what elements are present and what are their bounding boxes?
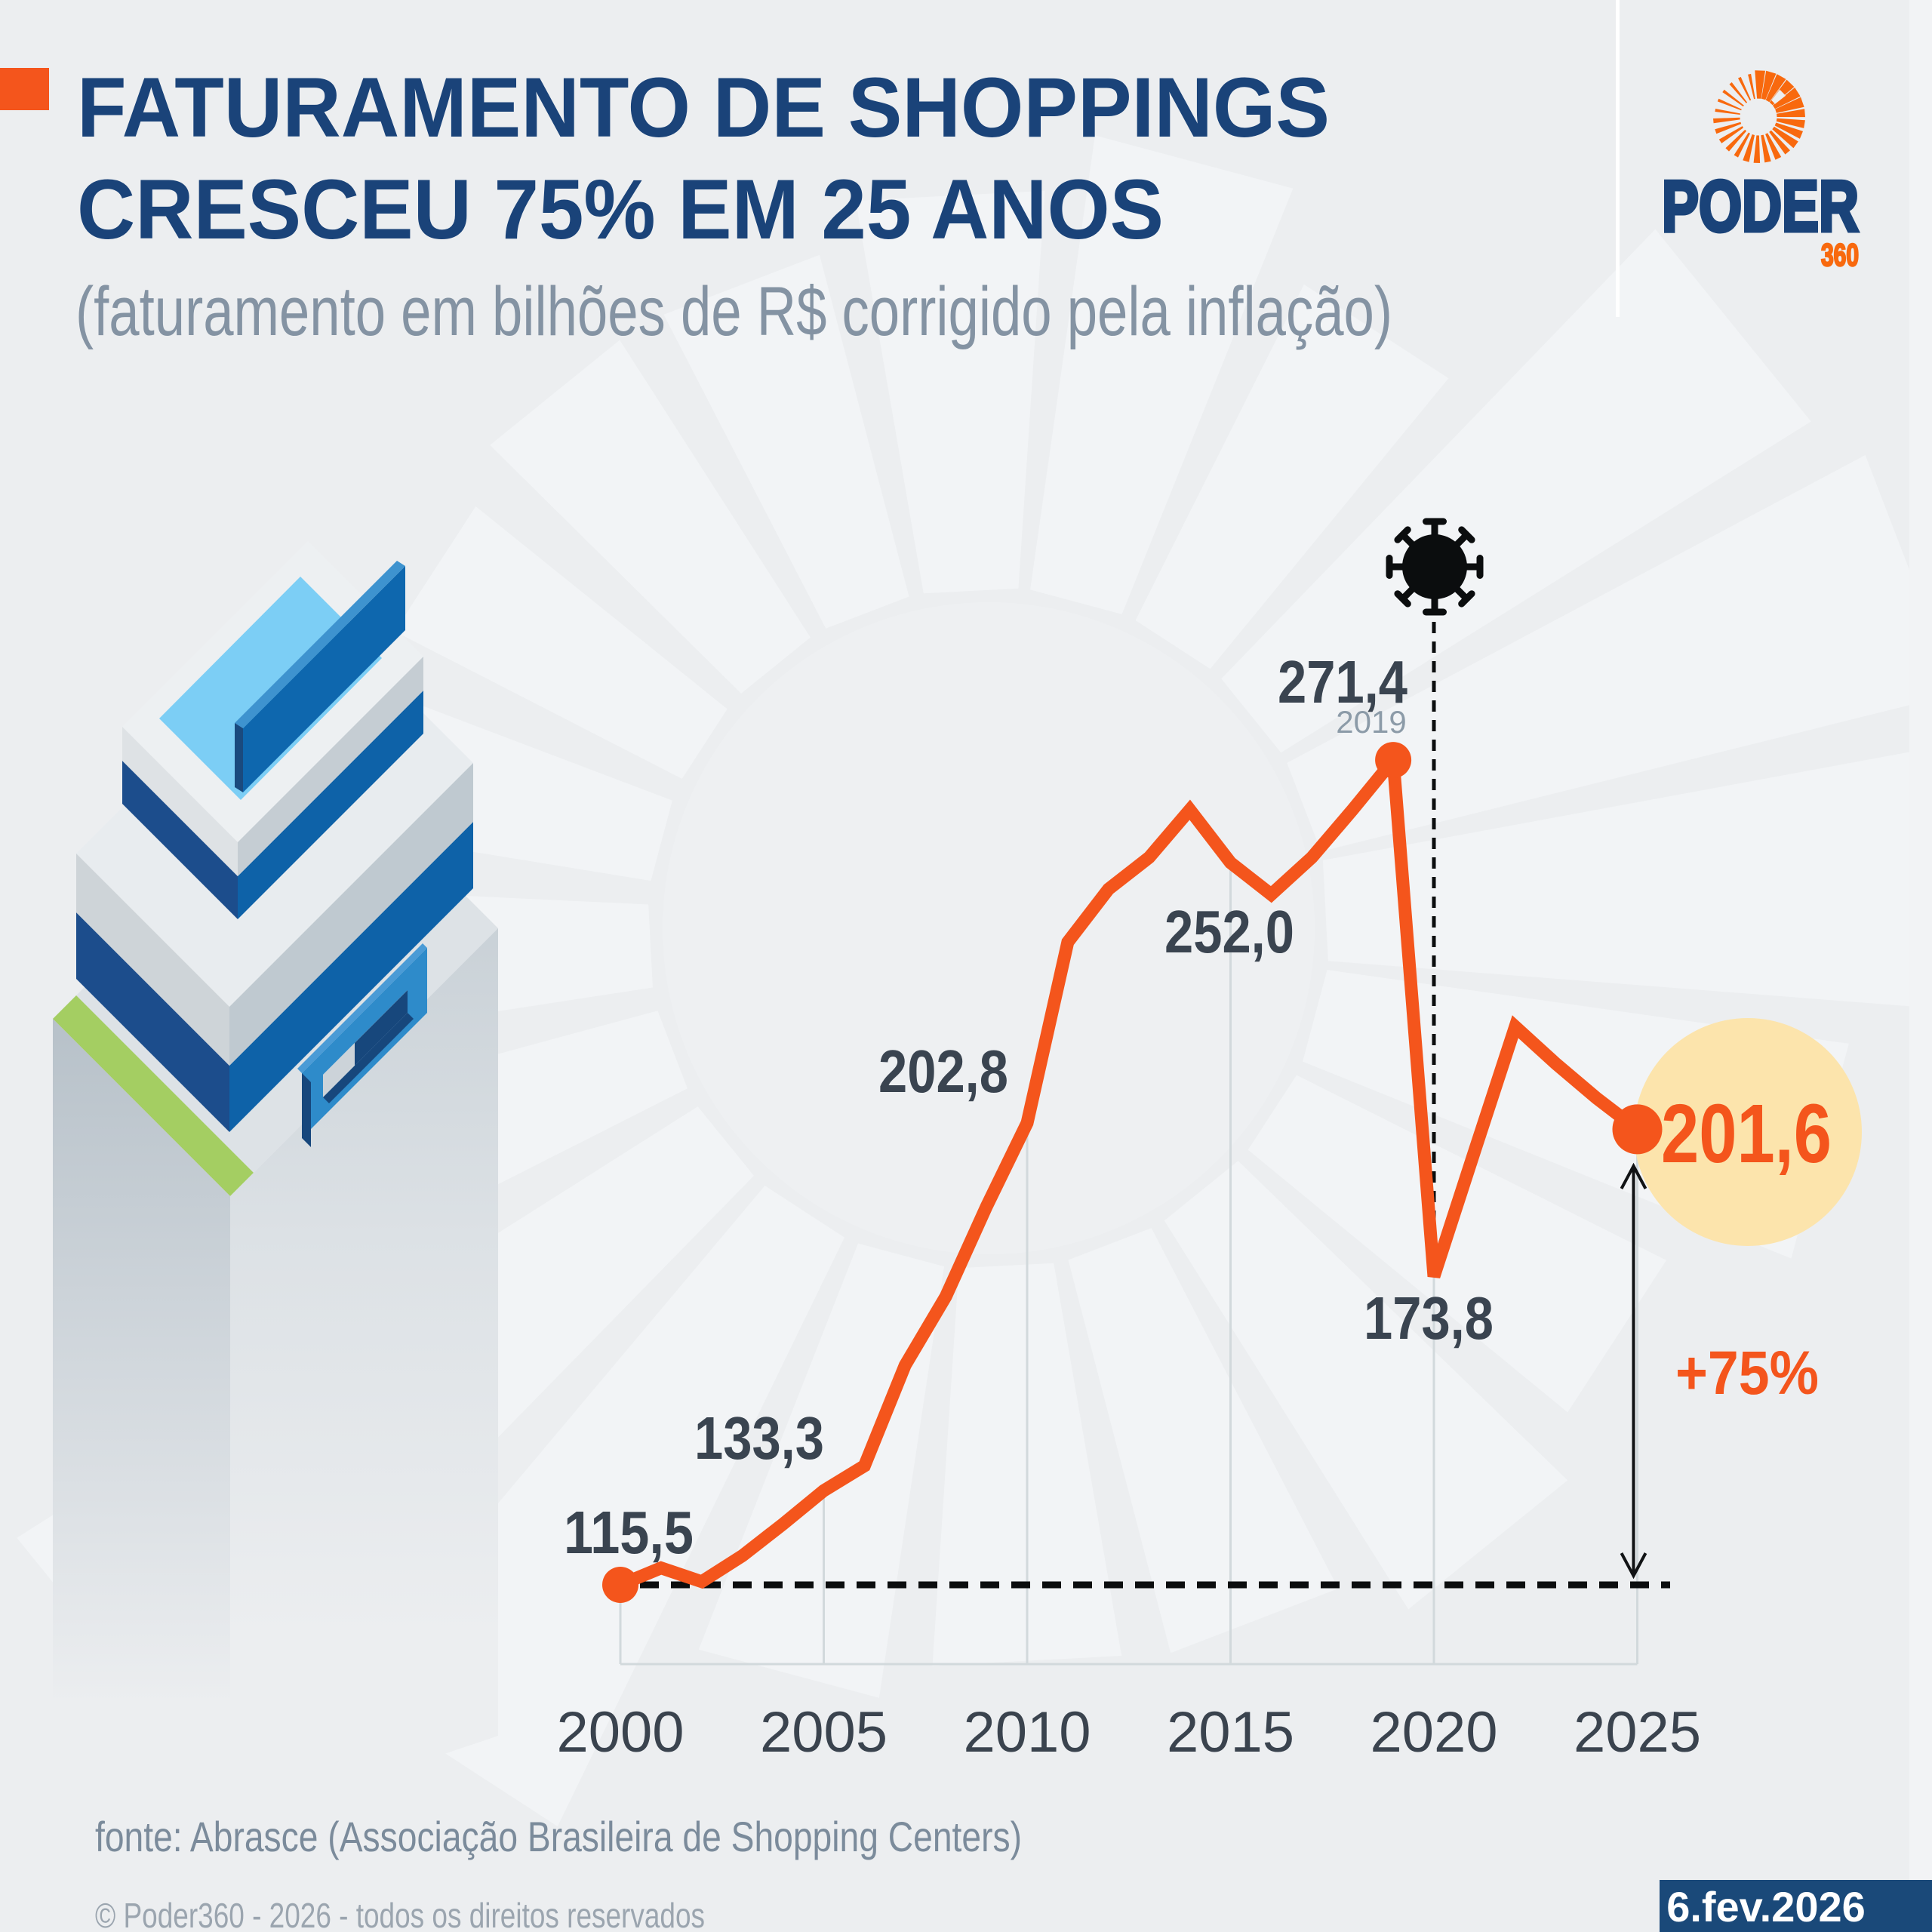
svg-text:2019: 2019 — [1336, 704, 1406, 740]
svg-text:CRESCEU 75% EM 25 ANOS: CRESCEU 75% EM 25 ANOS — [77, 162, 1164, 257]
svg-text:2015: 2015 — [1167, 1700, 1294, 1764]
svg-text:FATURAMENTO DE SHOPPINGS: FATURAMENTO DE SHOPPINGS — [77, 60, 1330, 155]
svg-text:2025: 2025 — [1574, 1700, 1701, 1764]
svg-text:2005: 2005 — [760, 1700, 888, 1764]
svg-text:271,4: 271,4 — [1278, 648, 1407, 715]
svg-text:173,8: 173,8 — [1364, 1284, 1494, 1352]
svg-text:360: 360 — [1821, 237, 1859, 272]
svg-text:© Poder360 - 2026 - todos os d: © Poder360 - 2026 - todos os direitos re… — [95, 1896, 705, 1932]
svg-text:115,5: 115,5 — [564, 1499, 694, 1566]
svg-text:2010: 2010 — [963, 1700, 1091, 1764]
svg-text:PODER: PODER — [1662, 166, 1859, 247]
svg-text:202,8: 202,8 — [878, 1038, 1008, 1105]
svg-text:+75%: +75% — [1675, 1339, 1819, 1407]
svg-text:fonte: Abrasce (Associação Bra: fonte: Abrasce (Associação Brasileira de… — [95, 1813, 1022, 1860]
svg-text:201,6: 201,6 — [1661, 1088, 1832, 1180]
svg-text:2020: 2020 — [1370, 1700, 1497, 1764]
svg-text:2000: 2000 — [556, 1700, 684, 1764]
svg-text:252,0: 252,0 — [1164, 898, 1294, 965]
svg-text:6.fev.2026: 6.fev.2026 — [1666, 1883, 1866, 1930]
svg-text:133,3: 133,3 — [694, 1404, 824, 1472]
svg-text:(faturamento em bilhões de R$: (faturamento em bilhões de R$ corrigido … — [75, 273, 1392, 350]
